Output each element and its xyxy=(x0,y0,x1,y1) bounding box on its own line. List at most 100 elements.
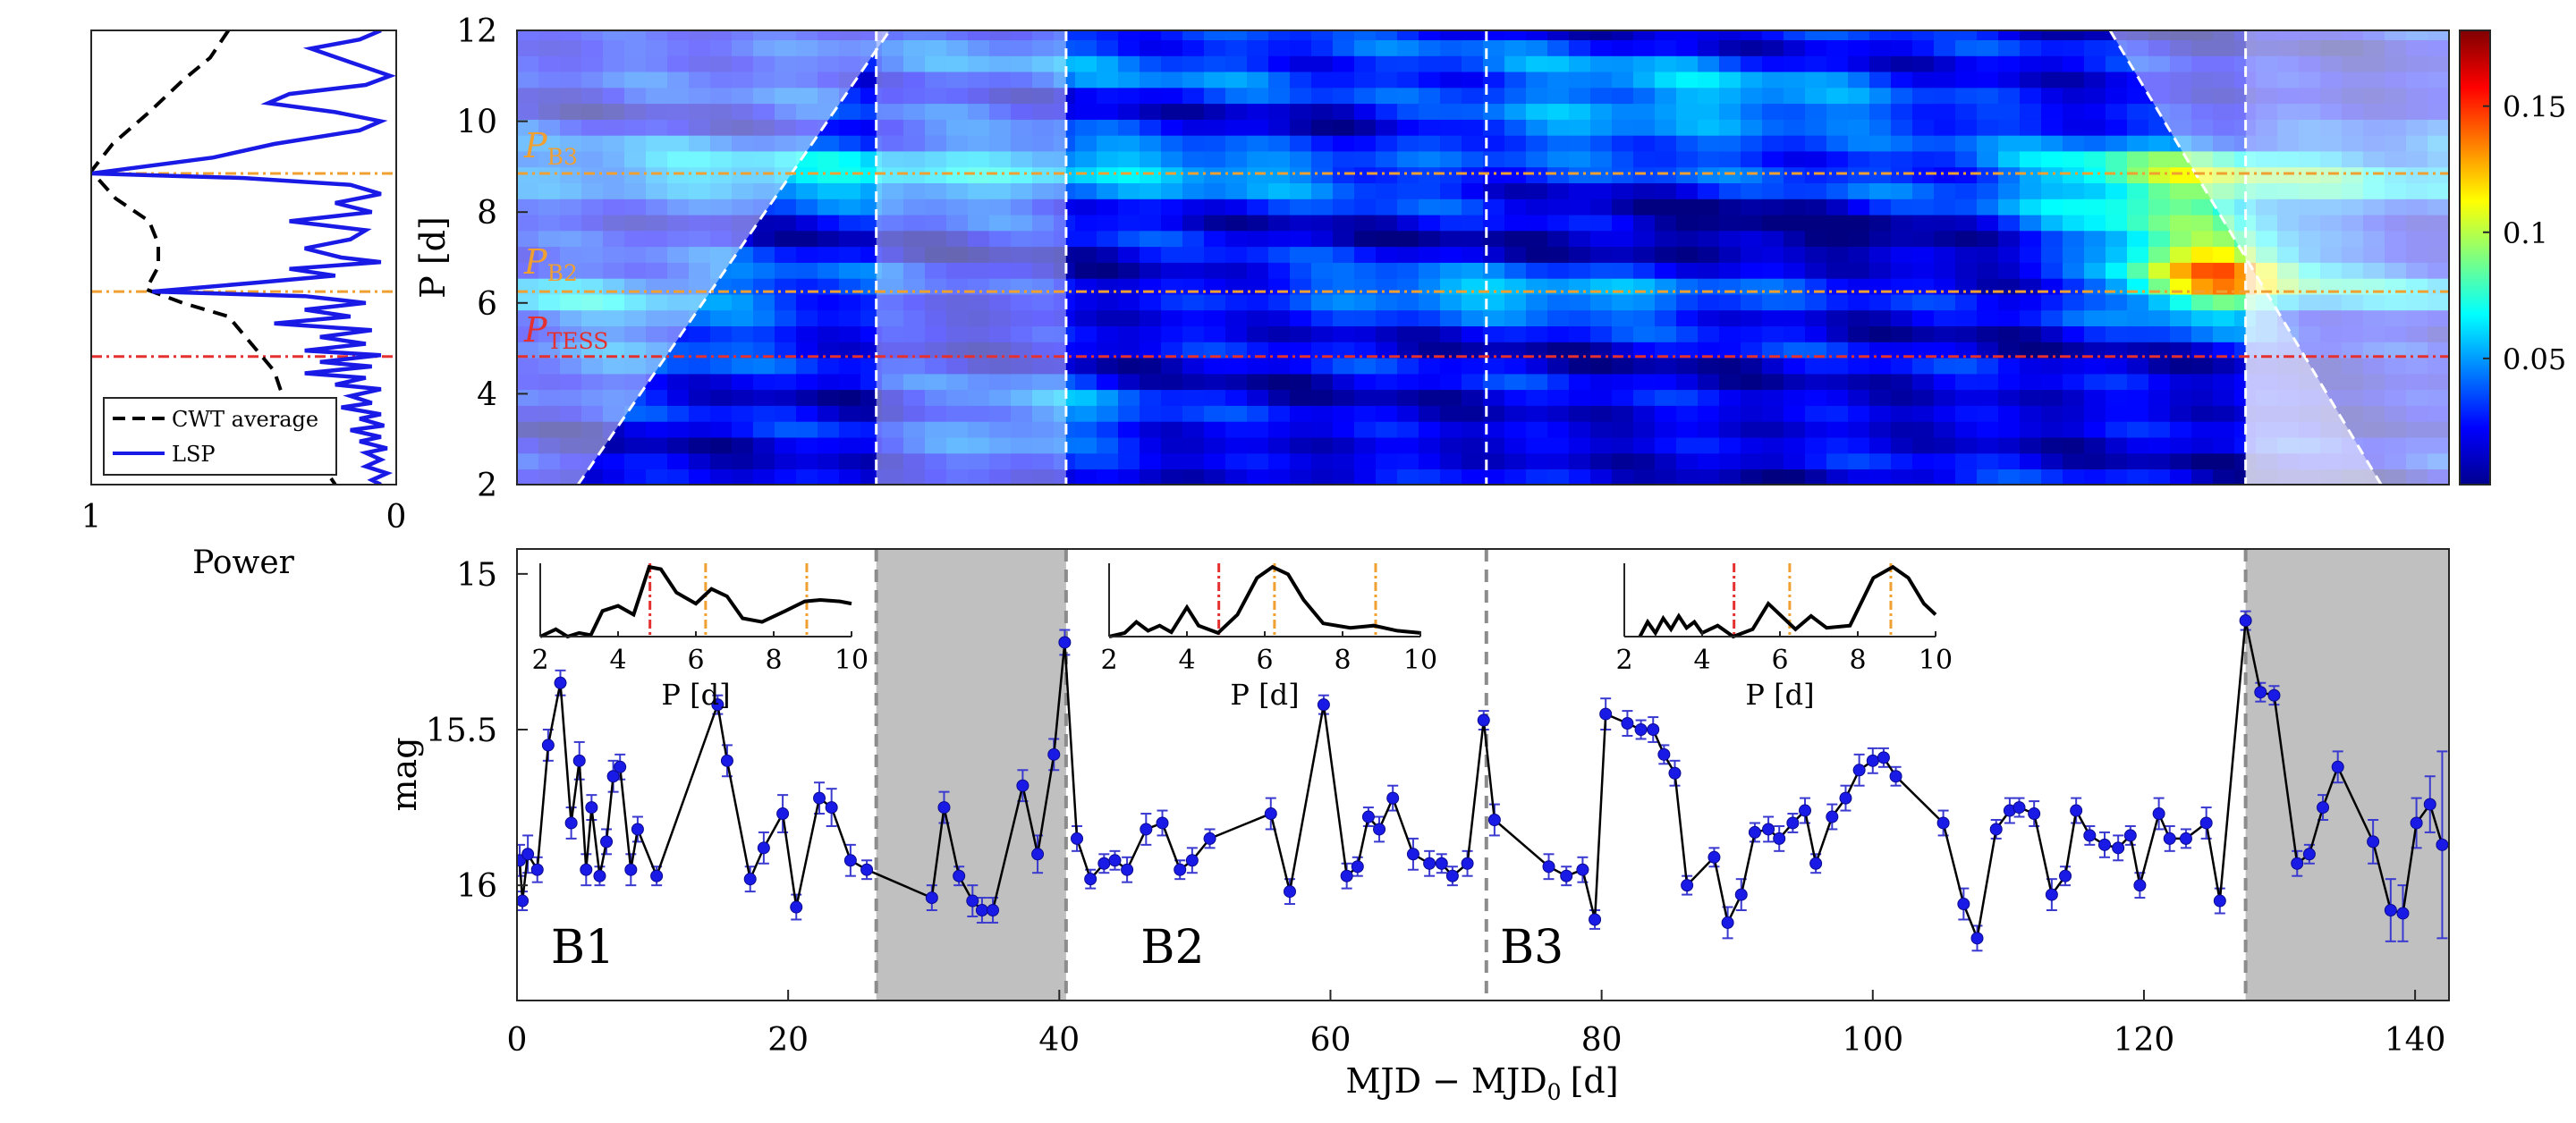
heatmap-cell xyxy=(1891,373,1913,391)
heatmap-cell xyxy=(903,230,926,248)
heatmap-cell xyxy=(925,262,947,279)
heatmap-cell xyxy=(1333,389,1355,406)
heatmap-cell xyxy=(1376,420,1398,438)
segment-label-b3: B3 xyxy=(1500,921,1563,975)
heatmap-cell xyxy=(1097,469,1119,486)
heatmap-cell xyxy=(538,293,561,311)
heatmap-cell xyxy=(1354,357,1377,375)
heatmap-cell xyxy=(1955,230,1978,248)
data-point xyxy=(776,807,790,821)
heatmap-cell xyxy=(1762,436,1784,454)
heatmap-cell xyxy=(2170,405,2192,422)
heatmap-cell xyxy=(1354,198,1377,215)
heatmap-cell xyxy=(1676,389,1699,406)
heatmap-cell xyxy=(1569,230,1591,248)
heatmap-cell xyxy=(946,198,969,215)
heatmap-cell xyxy=(1032,134,1055,152)
heatmap-cell xyxy=(1011,357,1033,375)
heatmap-cell xyxy=(1784,87,1806,105)
heatmap-cell xyxy=(517,262,539,279)
heatmap-cell xyxy=(2213,293,2235,311)
heatmap-cell xyxy=(1655,39,1677,56)
heatmap-cell xyxy=(818,325,840,342)
heatmap-cell xyxy=(1698,309,1720,326)
heatmap-cell xyxy=(1762,469,1784,486)
heatmap-cell xyxy=(796,150,818,168)
heatmap-cell xyxy=(1268,373,1291,391)
heatmap-cell xyxy=(1290,389,1312,406)
wavelet-ytick-label-2: 6 xyxy=(477,286,497,323)
heatmap-cell xyxy=(1633,389,1656,406)
data-point xyxy=(2123,829,2137,842)
heatmap-cell xyxy=(1097,325,1119,342)
heatmap-cell xyxy=(1784,262,1806,279)
heatmap-cell xyxy=(517,309,539,326)
heatmap-cell xyxy=(1998,166,2021,183)
heatmap-cell xyxy=(1333,373,1355,391)
heatmap-cell xyxy=(710,198,733,215)
heatmap-cell xyxy=(1247,469,1269,486)
heatmap-cell xyxy=(560,103,582,120)
heatmap-cell xyxy=(1826,182,1849,199)
heatmap-cell xyxy=(1161,246,1183,263)
heatmap-cell xyxy=(903,103,926,120)
heatmap-cell xyxy=(1633,39,1656,56)
heatmap-cell xyxy=(624,55,647,72)
heatmap-cell xyxy=(1977,405,1999,422)
heatmap-cell xyxy=(903,198,926,215)
heatmap-cell xyxy=(1805,198,1827,215)
heatmap-cell xyxy=(689,55,711,72)
heatmap-cell xyxy=(2106,293,2128,311)
colorbar-tick-label-0: 0.05 xyxy=(2503,342,2566,376)
heatmap-cell xyxy=(2084,134,2106,152)
heatmap-cell xyxy=(2020,373,2042,391)
heatmap-cell xyxy=(1247,373,1269,391)
heatmap-cell xyxy=(1912,71,1935,89)
heatmap-cell xyxy=(1784,469,1806,486)
heatmap-cell xyxy=(689,150,711,168)
heatmap-cell xyxy=(1526,182,1548,199)
heatmap-cell xyxy=(538,389,561,406)
heatmap-cell xyxy=(1805,342,1827,359)
lsp-xtick-label-1: 0 xyxy=(386,499,407,536)
heatmap-cell xyxy=(1612,293,1634,311)
heatmap-cell xyxy=(1204,134,1226,152)
data-point xyxy=(2317,801,2330,815)
heatmap-cell xyxy=(1633,405,1656,422)
heatmap-cell xyxy=(1504,246,1527,263)
heatmap-cell xyxy=(775,119,797,136)
heatmap-cell xyxy=(1354,469,1377,486)
heatmap-cell xyxy=(581,389,604,406)
heatmap-cell xyxy=(1676,150,1699,168)
heatmap-cell xyxy=(710,134,733,152)
heatmap-cell xyxy=(818,262,840,279)
heatmap-cell xyxy=(1698,389,1720,406)
heatmap-cell xyxy=(1204,373,1226,391)
heatmap-cell xyxy=(946,246,969,263)
heatmap-cell xyxy=(1547,230,1570,248)
heatmap-cell xyxy=(1225,342,1248,359)
heatmap-cell xyxy=(1161,134,1183,152)
heatmap-cell xyxy=(2127,262,2149,279)
heatmap-cell xyxy=(1333,420,1355,438)
data-point xyxy=(1707,850,1721,864)
heatmap-cell xyxy=(1784,293,1806,311)
data-point xyxy=(2133,879,2147,892)
heatmap-cell xyxy=(1419,389,1441,406)
heatmap-cell xyxy=(2020,357,2042,375)
heatmap-cell xyxy=(1526,405,1548,422)
heatmap-cell xyxy=(1075,214,1097,232)
heatmap-cell xyxy=(2191,55,2214,72)
heatmap-cell xyxy=(1741,293,1763,311)
wavelet-ytick-label-1: 4 xyxy=(477,376,497,413)
heatmap-cell xyxy=(1397,55,1419,72)
heatmap-cell xyxy=(946,55,969,72)
heatmap-cell xyxy=(2106,469,2128,486)
heatmap-cell xyxy=(538,342,561,359)
heatmap-cell xyxy=(689,119,711,136)
heatmap-cell xyxy=(710,420,733,438)
data-point xyxy=(631,823,644,836)
heatmap-cell xyxy=(2148,230,2171,248)
heatmap-cell xyxy=(1225,436,1248,454)
heatmap-cell xyxy=(689,452,711,469)
